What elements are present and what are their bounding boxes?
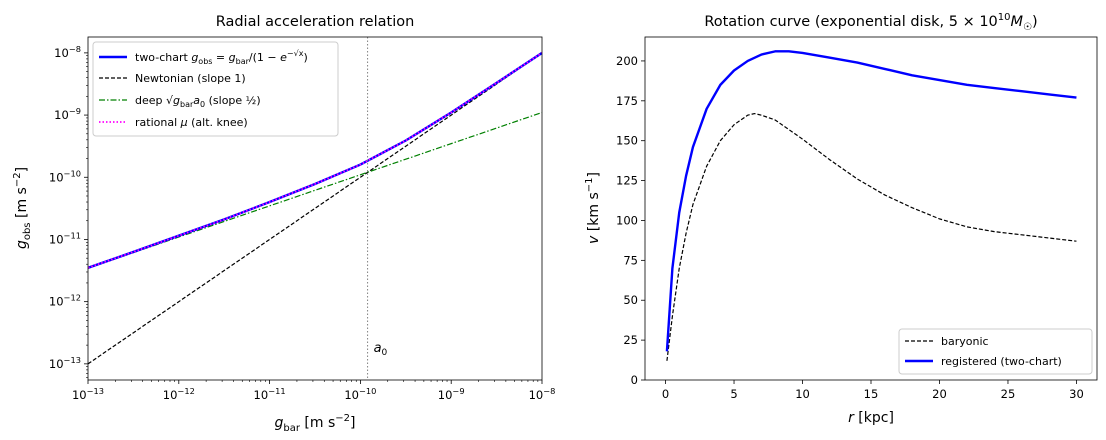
rotation-x-tick-label: 15 <box>864 387 879 401</box>
svg-text:r [kpc]: r [kpc] <box>848 410 894 426</box>
rar-x-axis-label: gbar [m s−2] <box>275 413 356 434</box>
rotation-y-tick-label: 0 <box>631 373 638 387</box>
rotation-x-axis-label: r [kpc] <box>848 410 894 426</box>
svg-text:gbar [m s−2]: gbar [m s−2] <box>275 413 356 434</box>
rotation-y-tick-label: 75 <box>623 253 638 267</box>
svg-text:deep √gbara0 (slope ½): deep √gbara0 (slope ½) <box>135 94 261 109</box>
rotation-axes-frame <box>644 36 1098 381</box>
rotation-x-tick-label: 10 <box>795 387 810 401</box>
rar-y-tick-label: 10−8 <box>54 44 81 60</box>
rar-y-tick-label: 10−9 <box>54 106 81 122</box>
svg-text:baryonic: baryonic <box>941 335 989 348</box>
rotation-curve-chart: Rotation curve (exponential disk, 5 × 10… <box>584 12 1098 426</box>
rotation-plot-area <box>645 37 1097 380</box>
rotation-x-tick-label: 30 <box>1069 387 1084 401</box>
rar-x-tick-label: 10−9 <box>438 386 465 402</box>
rotation-y-tick-label: 150 <box>616 134 638 148</box>
rotation-y-tick-label: 100 <box>616 213 638 227</box>
legend-entry-newtonian: Newtonian (slope 1) <box>99 72 246 85</box>
rotation-y-tick-label: 200 <box>616 54 638 68</box>
rar-y-axis-label: gobs [m s−2] <box>12 167 33 249</box>
rar-series-line-1 <box>88 52 542 365</box>
rar-series-line-2 <box>88 111 542 269</box>
rar-y-tick-label: 10−10 <box>49 168 81 184</box>
legend-entry-deep: deep √gbara0 (slope ½) <box>99 94 261 109</box>
legend-entry-baryonic: baryonic <box>905 335 989 348</box>
rotation-x-tick-label: 25 <box>1001 387 1016 401</box>
rotation-y-tick-label: 125 <box>616 174 638 188</box>
rar-chart-title: Radial acceleration relation <box>216 14 415 30</box>
svg-text:v [km s−1]: v [km s−1] <box>584 172 602 244</box>
rar-y-tick-label: 10−13 <box>49 355 81 371</box>
rar-x-tick-label: 10−11 <box>254 386 286 402</box>
rar-legend: two-chart gobs = gbar/(1 − e−√x) Newtoni… <box>92 41 339 137</box>
svg-text:gobs [m s−2]: gobs [m s−2] <box>12 167 33 249</box>
rar-x-tick-label: 10−8 <box>529 386 556 402</box>
rotation-x-tick-label: 20 <box>932 387 947 401</box>
rar-series-line-3 <box>88 52 542 269</box>
svg-text:Newtonian (slope 1): Newtonian (slope 1) <box>135 72 246 85</box>
legend-entry-registered: registered (two-chart) <box>905 355 1062 368</box>
svg-text:registered (two-chart): registered (two-chart) <box>941 355 1062 368</box>
legend-entry-two-chart: two-chart gobs = gbar/(1 − e−√x) <box>99 49 308 66</box>
rotation-y-tick-label: 175 <box>616 94 638 108</box>
rar-y-tick-label: 10−12 <box>49 293 81 309</box>
rotation-series-line-1 <box>665 50 1077 352</box>
rotation-y-tick-label: 25 <box>623 333 638 347</box>
rotation-series-line-0 <box>666 112 1077 361</box>
svg-text:two-chart gobs = gbar/(1 − e−√: two-chart gobs = gbar/(1 − e−√x) <box>135 49 308 66</box>
rar-axes-frame <box>87 36 543 381</box>
rotation-x-tick-label: 0 <box>662 387 669 401</box>
rar-y-tick-label: 10−11 <box>49 230 81 246</box>
svg-text:rational μ (alt. knee): rational μ (alt. knee) <box>135 116 248 129</box>
rotation-y-tick-label: 50 <box>623 293 638 307</box>
rotation-chart-title: Rotation curve (exponential disk, 5 × 10… <box>704 12 1037 33</box>
rar-x-tick-label: 10−13 <box>72 386 104 402</box>
rotation-y-axis-label: v [km s−1] <box>584 172 602 244</box>
rotation-x-tick-label: 5 <box>730 387 737 401</box>
rar-x-tick-label: 10−10 <box>344 386 376 402</box>
rotation-legend: baryonic registered (two-chart) <box>898 328 1093 375</box>
legend-entry-rational: rational μ (alt. knee) <box>99 116 248 129</box>
rar-x-tick-label: 10−12 <box>163 386 195 402</box>
